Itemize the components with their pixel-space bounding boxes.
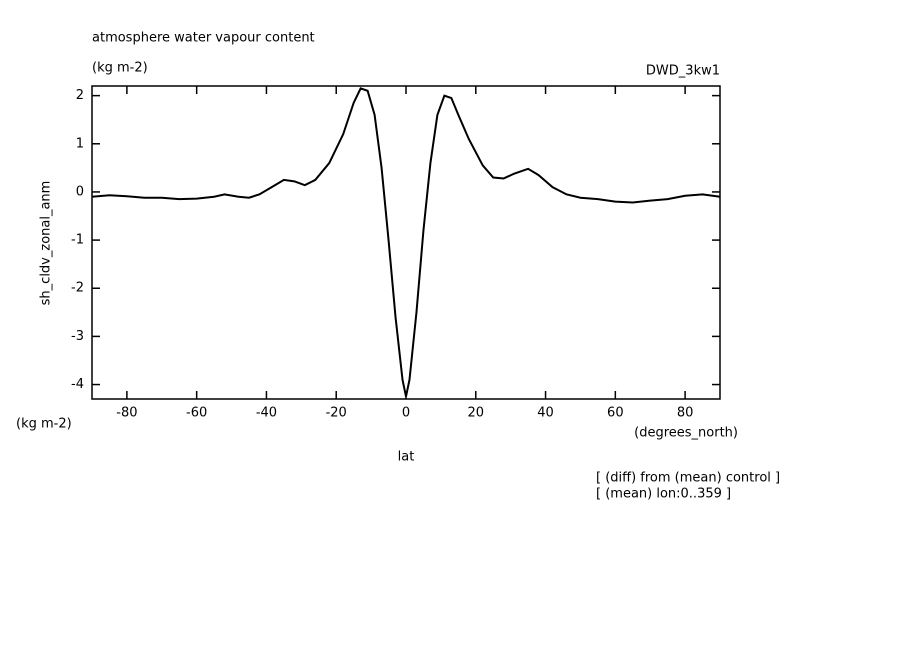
x-tick-label: 0 bbox=[402, 406, 410, 421]
y-axis-label: sh_cldv_zonal_anm bbox=[39, 181, 54, 306]
x-tick-label: 80 bbox=[677, 406, 694, 421]
note: [ (diff) from (mean) control ] bbox=[596, 471, 780, 486]
y-tick-label: 1 bbox=[76, 136, 84, 151]
y-tick-label: -3 bbox=[71, 329, 84, 344]
source-label: DWD_3kw1 bbox=[646, 64, 720, 79]
note: [ (mean) lon:0..359 ] bbox=[596, 487, 731, 502]
x-tick-label: 60 bbox=[607, 406, 624, 421]
chart-title: atmosphere water vapour content bbox=[92, 31, 315, 46]
data-line bbox=[91, 87, 721, 397]
chart-subtitle: (kg m-2) bbox=[92, 61, 148, 76]
x-tick-label: -60 bbox=[186, 406, 207, 421]
x-tick-label: -80 bbox=[116, 406, 137, 421]
y-tick-label: 2 bbox=[76, 88, 84, 103]
y-tick-label: -1 bbox=[71, 233, 84, 248]
x-axis-label: lat bbox=[398, 450, 415, 465]
plot-frame bbox=[91, 85, 721, 400]
x-tick-label: -40 bbox=[256, 406, 277, 421]
x-unit: (degrees_north) bbox=[634, 426, 738, 441]
x-tick-label: 40 bbox=[537, 406, 554, 421]
x-tick-label: -20 bbox=[326, 406, 347, 421]
y-unit: (kg m-2) bbox=[16, 417, 72, 432]
y-tick-label: -4 bbox=[71, 377, 84, 392]
y-tick-label: 0 bbox=[76, 184, 84, 199]
x-tick-label: 20 bbox=[468, 406, 485, 421]
y-tick-label: -2 bbox=[71, 281, 84, 296]
